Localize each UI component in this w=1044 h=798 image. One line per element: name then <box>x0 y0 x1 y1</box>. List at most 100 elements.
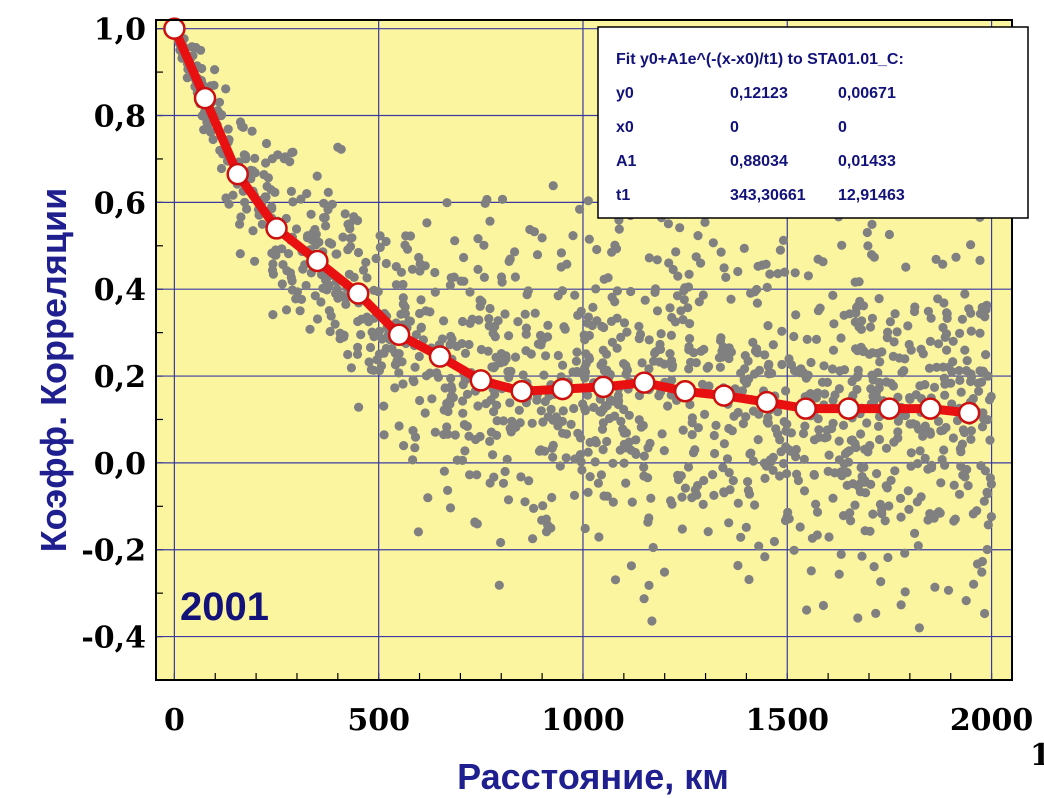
scatter-point <box>848 479 858 489</box>
scatter-point <box>777 326 787 336</box>
scatter-point <box>802 605 812 615</box>
scatter-point <box>704 361 714 371</box>
scatter-point <box>872 469 882 479</box>
scatter-point <box>789 331 799 342</box>
scatter-point <box>235 219 245 229</box>
scatter-point <box>437 334 447 344</box>
scatter-point <box>449 272 459 282</box>
scatter-point <box>483 346 493 356</box>
scatter-point <box>547 492 557 503</box>
scatter-point <box>726 294 736 304</box>
scatter-point <box>960 289 970 299</box>
scatter-point <box>341 299 351 309</box>
scatter-point <box>786 446 796 456</box>
scatter-point <box>321 275 331 285</box>
scatter-point <box>809 470 820 480</box>
scatter-point <box>724 353 734 364</box>
scatter-point <box>836 549 846 560</box>
scatter-point <box>714 353 725 363</box>
scatter-point <box>442 422 452 432</box>
scatter-point <box>214 97 225 107</box>
mean-marker <box>794 397 817 420</box>
scatter-point <box>966 369 976 379</box>
mean-marker <box>551 377 574 401</box>
scatter-point <box>352 349 363 359</box>
scatter-point <box>784 354 794 364</box>
scatter-point <box>301 280 311 291</box>
scatter-point <box>725 485 735 495</box>
scatter-point <box>985 473 996 483</box>
scatter-point <box>925 508 935 519</box>
scatter-point <box>741 522 751 533</box>
scatter-point <box>791 310 801 320</box>
scatter-point <box>852 303 862 313</box>
scatter-point <box>884 229 895 240</box>
scatter-point <box>472 470 482 480</box>
scatter-point <box>602 436 612 447</box>
scatter-point <box>884 501 894 511</box>
scatter-point <box>709 490 719 500</box>
scatter-point <box>883 327 893 337</box>
scatter-point <box>446 373 456 383</box>
scatter-point <box>572 347 582 357</box>
scatter-point <box>561 453 571 463</box>
scatter-point <box>432 368 442 378</box>
scatter-point <box>509 247 520 257</box>
scatter-point <box>247 126 257 136</box>
scatter-point <box>857 551 867 561</box>
scatter-point <box>462 421 472 431</box>
scatter-point <box>721 272 731 282</box>
scatter-point <box>948 433 959 443</box>
scatter-point <box>677 524 687 534</box>
scatter-point <box>528 534 538 544</box>
scatter-point <box>536 406 546 416</box>
scatter-point <box>277 279 287 289</box>
scatter-point <box>667 360 678 370</box>
scatter-point <box>338 292 348 302</box>
scatter-point <box>858 301 869 311</box>
scatter-point <box>896 600 906 610</box>
scatter-point <box>379 348 389 358</box>
scatter-point <box>621 478 631 488</box>
scatter-point <box>656 329 666 339</box>
scatter-point <box>750 500 760 510</box>
scatter-point <box>408 375 418 385</box>
mean-marker <box>387 323 411 347</box>
mean-marker <box>226 162 249 186</box>
scatter-point <box>631 449 641 459</box>
mean-marker <box>957 401 981 425</box>
scatter-point <box>860 476 870 486</box>
scatter-point <box>652 255 662 265</box>
scatter-point <box>675 223 685 233</box>
scatter-point <box>690 445 700 455</box>
scatter-point <box>736 368 746 378</box>
scatter-point <box>966 426 977 436</box>
scatter-point <box>627 497 637 507</box>
scatter-point <box>718 463 728 473</box>
scatter-point <box>803 271 814 281</box>
scatter-point <box>956 461 966 471</box>
scatter-point <box>457 339 467 349</box>
scatter-point <box>896 512 906 522</box>
scatter-point <box>719 439 730 449</box>
scatter-point <box>295 306 305 316</box>
scatter-point <box>647 616 657 626</box>
fit-param-error: 0,00671 <box>838 85 896 102</box>
year-label: 2001 <box>180 585 269 629</box>
scatter-point <box>937 455 947 465</box>
scatter-point <box>471 434 481 445</box>
scatter-point <box>583 447 593 457</box>
scatter-point <box>248 226 258 236</box>
scatter-point <box>458 396 468 406</box>
scatter-point <box>312 171 322 181</box>
scatter-point <box>666 330 677 340</box>
scatter-point <box>752 348 763 358</box>
scatter-point <box>966 326 976 336</box>
scatter-point <box>867 219 877 229</box>
scatter-point <box>430 287 440 297</box>
scatter-point <box>915 446 925 456</box>
scatter-point <box>261 138 272 149</box>
scatter-point <box>407 264 418 274</box>
scatter-point <box>611 244 622 254</box>
scatter-point <box>828 290 838 300</box>
